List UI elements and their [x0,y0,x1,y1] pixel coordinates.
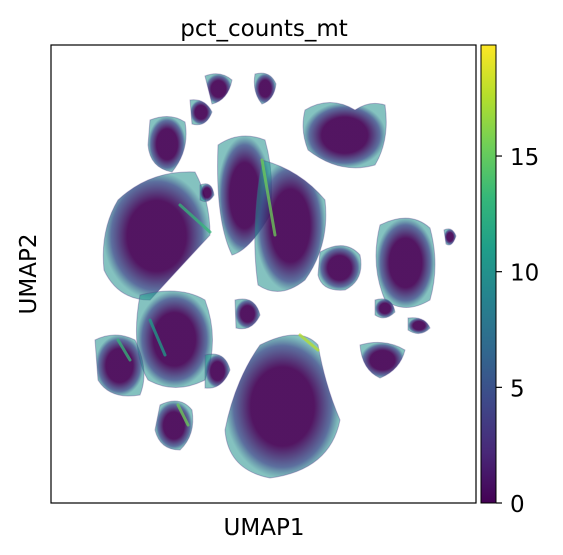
colorbar-tick-label: 0 [510,492,525,518]
high-value-streak [298,333,320,352]
cell-cluster [234,298,261,330]
colorbar-ticks: 0 5 10 15 [496,145,539,518]
cell-cluster [224,334,341,479]
cell-cluster [204,353,231,389]
cell-cluster [374,298,396,319]
x-axis-label: UMAP1 [224,515,305,541]
high-value-streak [148,318,167,357]
cell-cluster [199,183,215,203]
cell-cluster [189,99,213,126]
high-value-streak [116,338,132,362]
chart-title: pct_counts_mt [180,16,348,42]
colorbar-fill [480,44,497,504]
colorbar-tick-label: 5 [510,376,525,402]
cell-cluster [359,341,406,379]
cell-cluster [204,73,233,105]
colorbar: 0 5 10 15 [480,44,539,518]
high-value-streak [176,403,190,427]
colorbar-tick-label: 10 [510,261,539,287]
cell-cluster [135,290,213,388]
scatter-clusters [94,72,457,479]
cell-cluster [443,228,457,246]
cell-cluster [94,334,145,397]
cell-cluster [375,217,436,308]
cell-cluster [254,159,327,292]
cell-cluster [407,317,431,334]
cell-cluster [147,116,187,173]
plot-area [50,44,477,504]
colorbar-tick-label: 15 [510,145,539,171]
cell-cluster [317,245,362,291]
y-axis-label: UMAP2 [16,234,42,315]
cell-cluster [102,171,211,301]
cell-cluster [302,102,387,169]
cell-cluster [253,72,277,105]
high-value-streak [260,158,277,237]
high-value-streak [178,203,212,234]
